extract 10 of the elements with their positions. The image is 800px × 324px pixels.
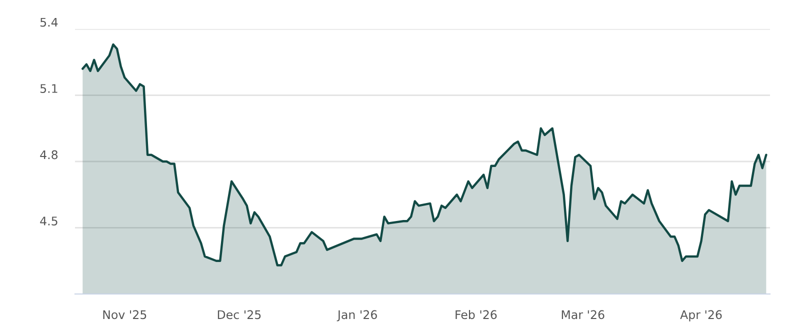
y-tick-label: 4.8 [40, 150, 58, 160]
x-tick-label: Jan '26 [336, 310, 377, 322]
x-tick-label: Apr '26 [680, 310, 722, 322]
y-tick-label: 4.5 [40, 216, 58, 226]
y-tick-label: 5.4 [40, 18, 58, 27]
x-tick-label: Nov '25 [103, 310, 146, 320]
x-tick-label: Feb '26 [456, 310, 497, 320]
x-tick-label: Dec '25 [218, 310, 261, 320]
x-tick-label: Mar '26 [562, 310, 604, 320]
y-tick-label: 5.1 [40, 84, 58, 93]
